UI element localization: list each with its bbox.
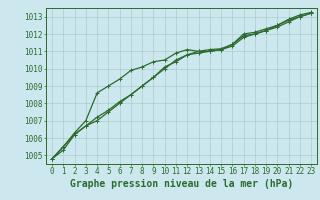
- X-axis label: Graphe pression niveau de la mer (hPa): Graphe pression niveau de la mer (hPa): [70, 179, 293, 189]
